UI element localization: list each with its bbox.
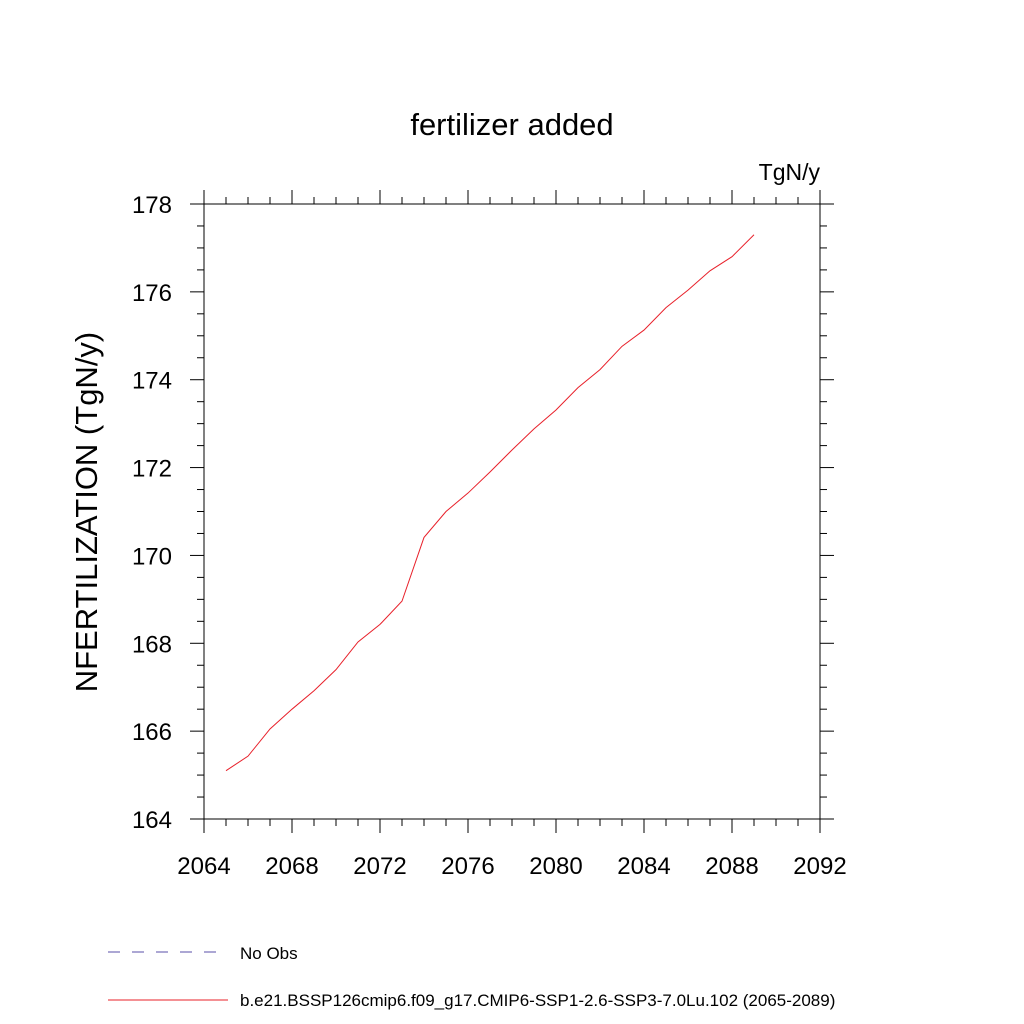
- x-tick-label: 2076: [441, 853, 494, 880]
- plot-frame: [203, 203, 821, 820]
- legend-label-no-obs: No Obs: [240, 944, 298, 963]
- y-tick-label: 174: [132, 368, 172, 395]
- x-tick-label: 2084: [617, 853, 670, 880]
- x-tick-label: 2088: [705, 853, 758, 880]
- y-tick-label: 172: [132, 456, 172, 483]
- y-tick-label: 170: [132, 543, 172, 570]
- x-tick-label: 2092: [793, 853, 846, 880]
- x-axis: 2064 2068 2072 2076 2080 2084 2088 2092: [177, 190, 847, 880]
- y-tick-label: 178: [132, 192, 172, 219]
- y-axis: 164 166 168 170 172 174 176 178: [132, 192, 834, 834]
- x-tick-label: 2080: [529, 853, 582, 880]
- y-axis-label: NFERTILIZATION (TgN/y): [69, 332, 104, 693]
- legend-label-series: b.e21.BSSP126cmip6.f09_g17.CMIP6-SSP1-2.…: [240, 991, 835, 1010]
- chart-title: fertilizer added: [410, 107, 613, 142]
- x-tick-label: 2072: [353, 853, 406, 880]
- y-tick-label: 164: [132, 807, 172, 834]
- y-tick-label: 168: [132, 631, 172, 658]
- y-tick-label: 166: [132, 719, 172, 746]
- series-line: [225, 234, 755, 772]
- units-label: TgN/y: [759, 159, 821, 185]
- x-tick-label: 2064: [177, 853, 230, 880]
- y-tick-label: 176: [132, 280, 172, 307]
- x-tick-label: 2068: [265, 853, 318, 880]
- legend: No Obs b.e21.BSSP126cmip6.f09_g17.CMIP6-…: [108, 944, 835, 1010]
